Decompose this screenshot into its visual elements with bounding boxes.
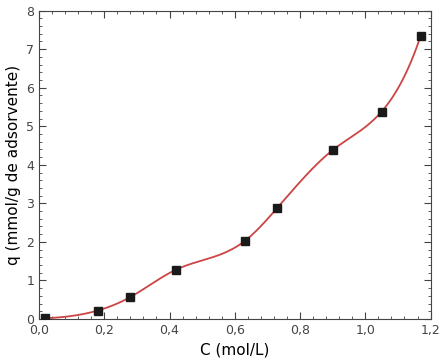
X-axis label: C (mol/L): C (mol/L)	[200, 342, 269, 358]
Y-axis label: q (mmol/g de adsorvente): q (mmol/g de adsorvente)	[5, 65, 21, 265]
